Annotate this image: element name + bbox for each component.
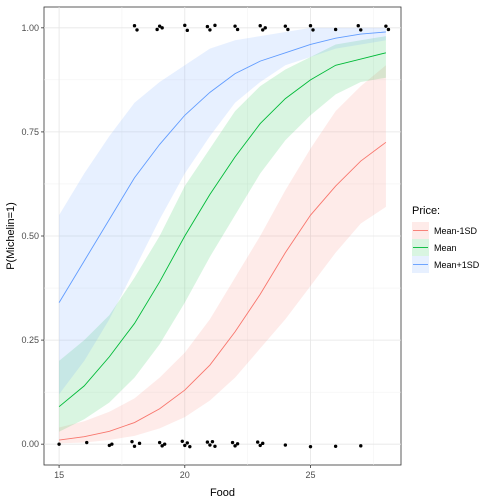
observation-point xyxy=(185,28,190,33)
observation-point xyxy=(110,442,114,446)
observation-point xyxy=(160,444,164,448)
observation-points xyxy=(57,23,391,449)
y-tick-label: 1.00 xyxy=(21,23,39,33)
y-tick-label: 0.00 xyxy=(21,439,39,449)
observation-point xyxy=(155,27,159,32)
observation-point xyxy=(311,28,315,32)
observation-point xyxy=(188,444,192,449)
observation-point xyxy=(283,24,288,28)
confidence-bands xyxy=(59,27,386,444)
legend: Price: Mean-1SD Mean Mean+1SD xyxy=(412,205,480,273)
observation-point xyxy=(261,28,265,32)
minor-gridlines xyxy=(44,7,401,465)
observation-point xyxy=(183,23,187,28)
x-axis-title: Food xyxy=(210,487,235,499)
y-axis-title: P(Michelin=1) xyxy=(5,202,17,270)
observation-point xyxy=(384,24,388,28)
x-tick-label: 25 xyxy=(305,470,315,480)
observation-point xyxy=(130,439,134,444)
observation-point xyxy=(205,440,210,444)
observation-point xyxy=(233,24,237,28)
observation-point xyxy=(235,442,240,446)
plot-panel xyxy=(43,6,402,466)
observation-point xyxy=(160,26,164,30)
major-gridlines xyxy=(44,7,401,465)
observation-point xyxy=(205,24,210,29)
observation-point xyxy=(210,439,215,444)
observation-point xyxy=(85,440,89,445)
observation-point xyxy=(333,27,338,32)
series-lines xyxy=(58,31,387,441)
observation-point xyxy=(157,440,162,445)
observation-point xyxy=(286,27,290,32)
observation-point xyxy=(386,27,391,32)
legend-item: Mean xyxy=(412,239,457,256)
legend-item: Mean+1SD xyxy=(412,256,480,273)
observation-point xyxy=(137,441,142,446)
observation-point xyxy=(255,440,260,444)
confidence-band-mean-1sd xyxy=(59,65,386,444)
observation-point xyxy=(213,444,217,448)
observation-point xyxy=(208,28,212,32)
observation-point xyxy=(359,28,363,32)
observation-point xyxy=(213,23,217,28)
observation-point xyxy=(359,444,363,448)
x-tick-label: 15 xyxy=(54,470,64,480)
series-line-mean-1sd xyxy=(58,31,386,303)
y-tick-label: 0.75 xyxy=(21,127,39,137)
observation-point xyxy=(107,443,112,448)
observation-point xyxy=(162,442,167,446)
legend-title: Price: xyxy=(412,205,440,217)
observation-point xyxy=(308,24,313,28)
observation-point xyxy=(263,26,267,30)
observation-point xyxy=(135,28,139,32)
series-line-mean xyxy=(58,52,387,408)
observation-point xyxy=(157,24,162,28)
observation-point xyxy=(233,444,237,448)
legend-label: Mean-1SD xyxy=(434,226,478,236)
observation-point xyxy=(132,24,137,28)
observation-point xyxy=(183,443,187,448)
observation-point xyxy=(356,24,360,28)
observation-point xyxy=(132,444,137,448)
legend-items: Mean-1SD Mean Mean+1SD xyxy=(412,222,480,273)
observation-point xyxy=(333,444,338,448)
x-tick-label: 20 xyxy=(180,470,190,480)
y-tick-label: 0.25 xyxy=(21,335,39,345)
confidence-band-mean xyxy=(59,36,386,432)
observation-point xyxy=(230,440,235,445)
observation-point xyxy=(208,443,212,447)
observation-point xyxy=(258,443,262,448)
observation-point xyxy=(258,24,262,28)
y-axis-ticks: 0.00 0.25 0.50 0.75 1.00 xyxy=(21,23,44,449)
x-axis-ticks: 15 20 25 xyxy=(54,465,316,480)
y-tick-label: 0.50 xyxy=(21,231,39,241)
confidence-band-mean-1sd xyxy=(59,27,386,395)
legend-label: Mean xyxy=(434,243,457,253)
observation-point xyxy=(283,443,288,447)
legend-label: Mean+1SD xyxy=(434,260,480,270)
observation-point xyxy=(308,444,313,449)
observation-point xyxy=(235,27,240,32)
series-line-mean-1sd xyxy=(59,141,387,441)
observation-point xyxy=(180,439,184,443)
observation-point xyxy=(57,442,61,446)
legend-item: Mean-1SD xyxy=(412,222,478,239)
observation-point xyxy=(261,441,265,446)
observation-point xyxy=(185,441,190,445)
